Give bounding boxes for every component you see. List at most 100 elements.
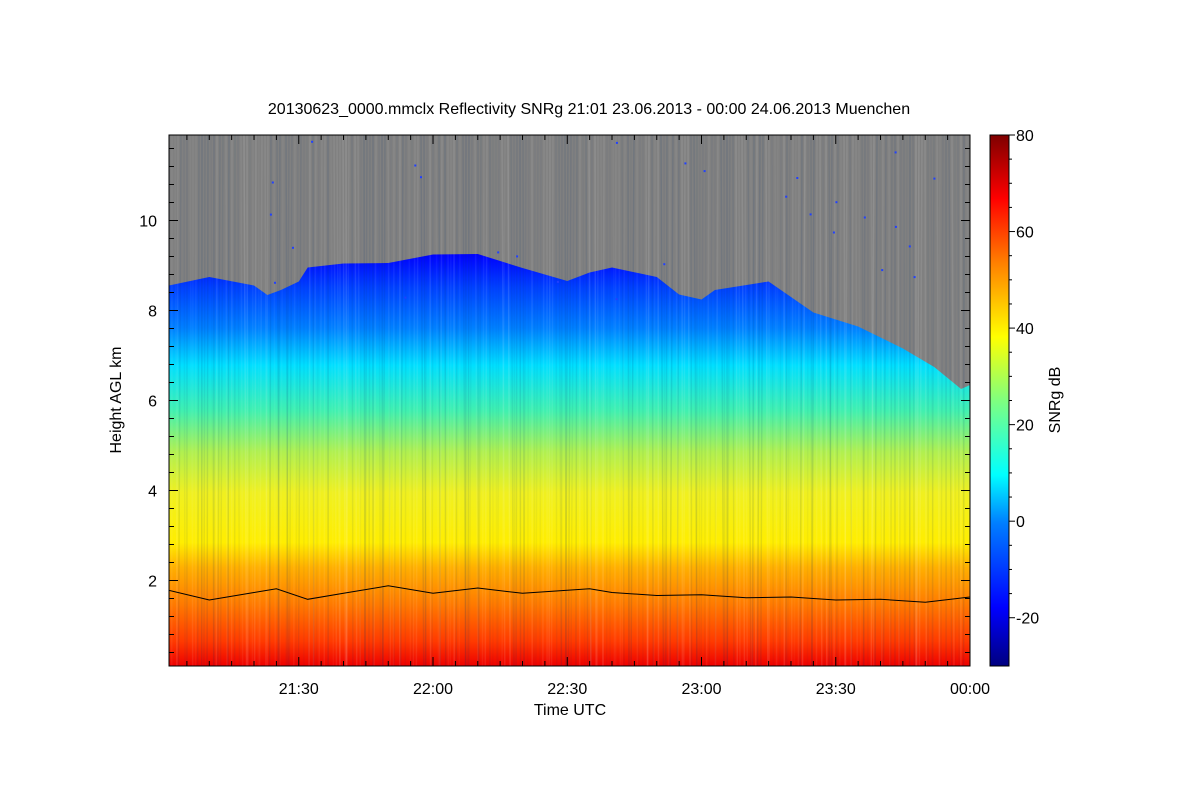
cbar-tick-label: 80 (1016, 128, 1034, 145)
noise-speck (796, 177, 799, 179)
fallstreak (237, 135, 241, 666)
fallstreak (435, 135, 440, 666)
fallstreak (323, 135, 326, 666)
fallstreak (558, 135, 562, 666)
noise-speck (832, 231, 835, 234)
fallstreak (515, 135, 518, 666)
fallstreak (484, 135, 488, 666)
fallstreak (449, 135, 452, 666)
fallstreak (836, 135, 839, 666)
fallstreak (786, 135, 791, 666)
fallstreak (312, 135, 315, 666)
fallstreak (936, 135, 941, 666)
fallstreak (251, 135, 254, 666)
fallstreak (870, 135, 875, 666)
noise-speck (414, 164, 417, 167)
fallstreak (888, 135, 891, 666)
noise-speck (615, 298, 618, 301)
fallstreak (431, 135, 434, 666)
fallstreak (825, 135, 828, 666)
fallstreak (297, 135, 302, 666)
y-tick-label: 2 (148, 574, 157, 591)
noise-speck (516, 255, 519, 258)
fallstreak-texture (169, 135, 965, 666)
noise-speck (894, 225, 897, 228)
fallstreak (539, 135, 542, 666)
fallstreak (844, 135, 848, 666)
fallstreak (496, 135, 497, 666)
fallstreak (258, 135, 263, 666)
fallstreak (849, 135, 853, 666)
noise-speck (269, 213, 272, 216)
cbar-tick-label: -20 (1016, 611, 1039, 628)
fallstreak (665, 135, 668, 666)
y-axis-label: Height AGL km (108, 346, 125, 453)
fallstreak (651, 135, 654, 666)
noise-speck (835, 201, 838, 204)
fallstreak (258, 135, 259, 666)
fallstreak (675, 135, 679, 666)
fallstreak (714, 135, 719, 666)
fallstreak (897, 135, 900, 666)
fallstreak (882, 135, 887, 666)
fallstreak (705, 135, 710, 666)
reflectivity-field (169, 254, 970, 666)
fallstreak (726, 135, 731, 666)
x-axis: 21:30 22:00 22:30 23:00 23:30 00:00 (186, 135, 990, 698)
fallstreak (870, 135, 875, 666)
fallstreak (785, 135, 788, 666)
fallstreak (542, 135, 545, 666)
fallstreak (444, 135, 447, 666)
fallstreak (819, 135, 823, 666)
fallstreak (288, 135, 293, 666)
fallstreak (594, 135, 597, 666)
fallstreak (295, 135, 299, 666)
fallstreak (732, 135, 735, 666)
fallstreak (600, 135, 604, 666)
fallstreak (535, 135, 539, 666)
fallstreak (387, 135, 392, 666)
noise-speck (292, 246, 294, 249)
fallstreak (467, 135, 470, 666)
noise-speck (497, 251, 500, 254)
fallstreak (351, 135, 354, 666)
fallstreak (735, 135, 739, 666)
fallstreak (378, 135, 382, 666)
fallstreak (801, 135, 806, 666)
noise-speck (863, 216, 866, 219)
fallstreak (862, 135, 866, 666)
fallstreak (225, 135, 228, 666)
fallstreak (215, 135, 218, 666)
colorbar-label: SNRg dB (1047, 367, 1064, 434)
fallstreak (276, 135, 280, 666)
fallstreak (420, 135, 425, 666)
fallstreak (747, 135, 752, 666)
fallstreak (850, 135, 854, 666)
fallstreak (588, 135, 592, 666)
noise-speck (556, 280, 559, 283)
fallstreak (708, 135, 713, 666)
fallstreak (336, 135, 341, 666)
fallstreak (217, 135, 221, 666)
fallstreak (240, 135, 244, 666)
boundary-layer-line (169, 585, 970, 603)
fallstreak (393, 135, 398, 666)
fallstreak (912, 135, 916, 666)
fallstreak (596, 135, 599, 666)
fallstreak (333, 135, 338, 666)
fallstreak (630, 135, 635, 666)
x-tick-label: 21:30 (279, 681, 319, 698)
fallstreak (522, 135, 525, 666)
fallstreak (618, 135, 622, 666)
fallstreak (585, 135, 589, 666)
x-tick-label: 23:30 (816, 681, 856, 698)
fallstreak (455, 135, 458, 666)
fallstreak (765, 135, 769, 666)
fallstreak (253, 135, 257, 666)
noise-speck (703, 170, 706, 173)
fallstreak (206, 135, 209, 666)
fallstreak (363, 135, 366, 666)
fallstreak (903, 135, 906, 666)
fallstreak (915, 135, 920, 666)
